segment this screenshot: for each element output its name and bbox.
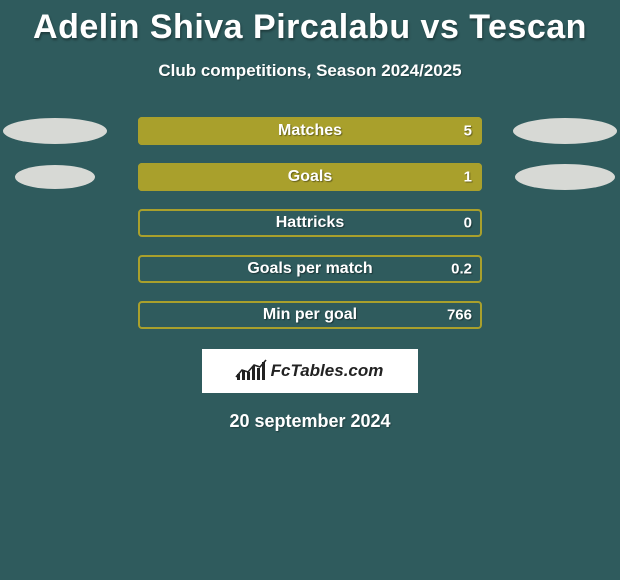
stat-label: Matches	[278, 122, 342, 140]
page-title: Adelin Shiva Pircalabu vs Tescan	[0, 0, 620, 47]
stat-row: Matches 5	[0, 117, 620, 145]
stat-label: Min per goal	[263, 306, 357, 324]
stat-value: 0	[464, 215, 472, 232]
stat-bar: Hattricks 0	[138, 209, 482, 237]
stat-bar: Goals per match 0.2	[138, 255, 482, 283]
stat-bar: Min per goal 766	[138, 301, 482, 329]
brand-text: FcTables.com	[271, 361, 384, 381]
stat-row: Hattricks 0	[0, 209, 620, 237]
stat-value: 0.2	[451, 261, 472, 278]
stat-label: Goals per match	[247, 260, 372, 278]
left-ellipse	[15, 165, 95, 189]
left-ellipse	[3, 118, 107, 144]
right-ellipse	[515, 164, 615, 190]
brand-chart-icon	[237, 362, 265, 380]
stat-label: Goals	[288, 168, 332, 186]
brand-bar-icon	[252, 366, 255, 380]
brand-bar-icon	[257, 368, 260, 380]
brand-bar-icon	[242, 370, 245, 380]
brand-bar-icon	[262, 362, 265, 380]
date-text: 20 september 2024	[0, 411, 620, 432]
stat-row: Goals 1	[0, 163, 620, 191]
stat-label: Hattricks	[276, 214, 344, 232]
brand-bar-icon	[247, 372, 250, 380]
subtitle: Club competitions, Season 2024/2025	[0, 61, 620, 81]
stat-value: 1	[464, 169, 472, 186]
stat-row: Goals per match 0.2	[0, 255, 620, 283]
stat-row: Min per goal 766	[0, 301, 620, 329]
stat-value: 766	[447, 307, 472, 324]
right-ellipse	[513, 118, 617, 144]
stat-value: 5	[464, 123, 472, 140]
brand-box: FcTables.com	[202, 349, 418, 393]
stat-bar: Goals 1	[138, 163, 482, 191]
stat-bar: Matches 5	[138, 117, 482, 145]
stat-rows: Matches 5 Goals 1 Hattricks 0 Goals per match 0…	[0, 117, 620, 329]
brand-bar-icon	[237, 374, 240, 380]
